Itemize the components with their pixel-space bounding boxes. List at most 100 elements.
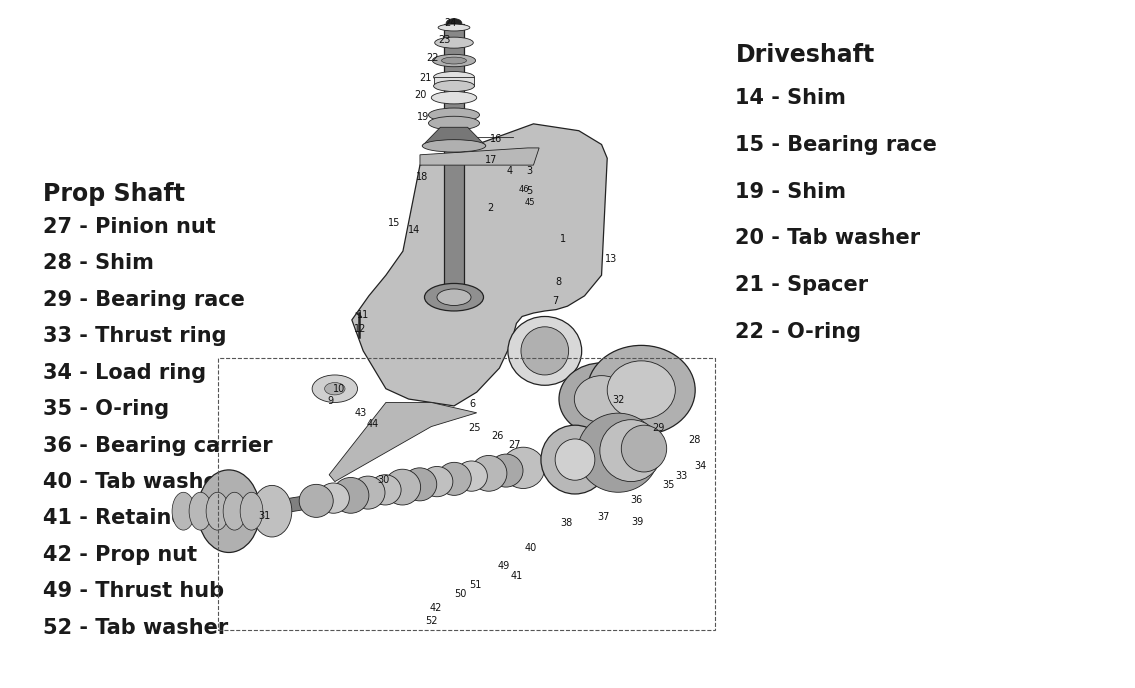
Text: 13: 13: [605, 255, 616, 264]
Text: 41: 41: [511, 571, 522, 581]
Text: 15: 15: [388, 218, 400, 228]
Text: 27: 27: [507, 440, 521, 450]
Text: 3: 3: [526, 166, 532, 175]
Circle shape: [325, 383, 345, 395]
Ellipse shape: [437, 462, 471, 495]
Text: 9: 9: [327, 396, 334, 406]
Ellipse shape: [508, 316, 582, 385]
Text: 36 - Bearing carrier: 36 - Bearing carrier: [43, 436, 272, 455]
Text: 50: 50: [455, 589, 466, 599]
Ellipse shape: [241, 493, 263, 530]
Ellipse shape: [369, 475, 401, 505]
Ellipse shape: [588, 345, 695, 435]
Text: 43: 43: [355, 408, 367, 418]
Text: 44: 44: [367, 420, 378, 429]
Text: 33 - Thrust ring: 33 - Thrust ring: [43, 326, 227, 346]
Text: 6: 6: [469, 399, 476, 409]
Text: 22 - O-ring: 22 - O-ring: [735, 322, 861, 342]
Text: 21 - Spacer: 21 - Spacer: [735, 275, 868, 295]
Ellipse shape: [435, 37, 473, 48]
Ellipse shape: [434, 80, 474, 92]
Ellipse shape: [197, 470, 260, 552]
Ellipse shape: [351, 476, 385, 509]
Ellipse shape: [429, 116, 480, 130]
Text: 40 - Tab washer: 40 - Tab washer: [43, 472, 228, 492]
Ellipse shape: [578, 413, 659, 493]
Ellipse shape: [471, 455, 507, 491]
Ellipse shape: [252, 486, 292, 537]
Text: 39: 39: [632, 517, 644, 527]
Text: 37: 37: [598, 513, 609, 522]
Ellipse shape: [318, 483, 350, 513]
Text: 20: 20: [414, 90, 426, 100]
Text: 21: 21: [420, 73, 431, 83]
Ellipse shape: [173, 493, 195, 530]
Text: 28: 28: [689, 436, 700, 445]
Ellipse shape: [455, 461, 487, 491]
Text: 52 - Tab washer: 52 - Tab washer: [43, 618, 228, 638]
Text: 19 - Shim: 19 - Shim: [735, 182, 847, 202]
Ellipse shape: [434, 72, 474, 83]
Ellipse shape: [599, 420, 662, 482]
Text: 42: 42: [430, 603, 442, 612]
Text: 25: 25: [468, 423, 481, 433]
Polygon shape: [422, 127, 486, 146]
Text: 36: 36: [631, 495, 642, 505]
Text: 17: 17: [486, 155, 497, 164]
Ellipse shape: [607, 361, 675, 420]
Polygon shape: [352, 124, 607, 406]
Ellipse shape: [190, 493, 212, 530]
Bar: [434, 77, 474, 86]
Text: 46: 46: [519, 184, 530, 194]
Text: 18: 18: [417, 172, 428, 182]
Ellipse shape: [437, 289, 471, 305]
Text: 30: 30: [378, 475, 389, 484]
Text: 12: 12: [354, 324, 365, 334]
Text: 27 - Pinion nut: 27 - Pinion nut: [43, 217, 216, 237]
Ellipse shape: [560, 363, 645, 436]
Polygon shape: [420, 148, 539, 165]
Ellipse shape: [385, 469, 421, 505]
Text: 49 - Thrust hub: 49 - Thrust hub: [43, 581, 225, 601]
Text: Prop Shaft: Prop Shaft: [43, 182, 185, 206]
Text: 16: 16: [490, 134, 502, 144]
Ellipse shape: [502, 447, 545, 488]
Text: 31: 31: [259, 511, 270, 521]
Ellipse shape: [429, 108, 480, 122]
Text: 15 - Bearing race: 15 - Bearing race: [735, 135, 938, 155]
Text: 11: 11: [358, 310, 369, 320]
Text: 4: 4: [506, 166, 513, 175]
Text: 49: 49: [498, 561, 510, 570]
Text: 1: 1: [560, 234, 566, 244]
Text: 32: 32: [613, 396, 624, 405]
Ellipse shape: [224, 493, 246, 530]
Polygon shape: [329, 402, 477, 482]
Text: 29: 29: [653, 423, 664, 433]
Text: 52: 52: [424, 616, 438, 626]
Ellipse shape: [422, 140, 486, 152]
Text: 22: 22: [426, 54, 439, 63]
Text: 35 - O-ring: 35 - O-ring: [43, 399, 169, 419]
Ellipse shape: [574, 376, 629, 422]
Ellipse shape: [555, 439, 595, 480]
Ellipse shape: [333, 477, 369, 513]
Circle shape: [446, 19, 462, 28]
Text: 24: 24: [445, 19, 456, 28]
Text: 26: 26: [491, 431, 503, 441]
Text: 29 - Bearing race: 29 - Bearing race: [43, 290, 245, 310]
Text: 14 - Shim: 14 - Shim: [735, 88, 847, 108]
Text: 19: 19: [418, 112, 429, 122]
Ellipse shape: [621, 425, 666, 472]
Text: 33: 33: [675, 471, 687, 481]
Ellipse shape: [403, 468, 437, 501]
Text: 51: 51: [470, 580, 481, 590]
Ellipse shape: [300, 484, 334, 517]
Ellipse shape: [431, 92, 477, 104]
Text: 40: 40: [526, 544, 537, 553]
Text: 45: 45: [524, 198, 536, 208]
Ellipse shape: [521, 327, 569, 375]
Text: 20 - Tab washer: 20 - Tab washer: [735, 228, 920, 248]
Text: 5: 5: [526, 186, 532, 196]
Text: Driveshaft: Driveshaft: [735, 43, 875, 67]
Ellipse shape: [432, 54, 476, 67]
